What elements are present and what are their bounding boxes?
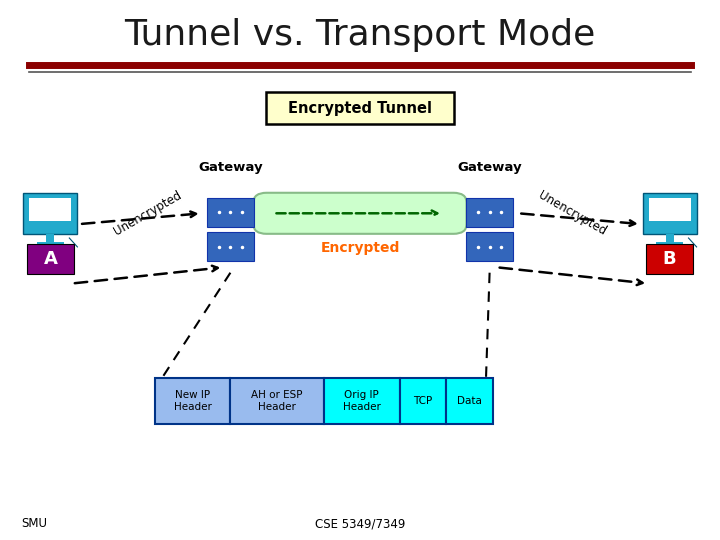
- Text: Orig IP
Header: Orig IP Header: [343, 390, 381, 411]
- FancyBboxPatch shape: [656, 242, 683, 246]
- Text: Encrypted Tunnel: Encrypted Tunnel: [288, 100, 432, 116]
- Text: B: B: [663, 250, 676, 268]
- FancyBboxPatch shape: [324, 378, 400, 424]
- FancyBboxPatch shape: [647, 245, 693, 274]
- Text: Gateway: Gateway: [198, 161, 263, 174]
- Text: New IP
Header: New IP Header: [174, 390, 212, 411]
- FancyBboxPatch shape: [30, 198, 71, 221]
- Text: CSE 5349/7349: CSE 5349/7349: [315, 517, 405, 530]
- Text: Unencrypted: Unencrypted: [112, 188, 184, 238]
- FancyBboxPatch shape: [37, 242, 64, 246]
- FancyBboxPatch shape: [24, 193, 78, 233]
- Text: Encrypted: Encrypted: [320, 241, 400, 255]
- FancyBboxPatch shape: [467, 232, 513, 261]
- FancyBboxPatch shape: [27, 245, 74, 274]
- Text: Data: Data: [457, 396, 482, 406]
- Text: TCP: TCP: [413, 396, 433, 406]
- FancyBboxPatch shape: [446, 378, 493, 424]
- FancyBboxPatch shape: [643, 193, 697, 233]
- FancyBboxPatch shape: [207, 232, 253, 261]
- Text: SMU: SMU: [22, 517, 48, 530]
- FancyBboxPatch shape: [207, 198, 253, 227]
- FancyBboxPatch shape: [400, 378, 446, 424]
- Text: Unencrypted: Unencrypted: [536, 188, 608, 238]
- Text: A: A: [43, 250, 58, 268]
- FancyBboxPatch shape: [467, 198, 513, 227]
- Text: Gateway: Gateway: [457, 161, 522, 174]
- FancyBboxPatch shape: [665, 233, 674, 242]
- FancyBboxPatch shape: [155, 378, 230, 424]
- FancyBboxPatch shape: [649, 198, 690, 221]
- Text: AH or ESP
Header: AH or ESP Header: [251, 390, 303, 411]
- FancyBboxPatch shape: [230, 378, 324, 424]
- FancyBboxPatch shape: [253, 193, 467, 234]
- Text: Tunnel vs. Transport Mode: Tunnel vs. Transport Mode: [125, 18, 595, 52]
- FancyBboxPatch shape: [46, 233, 55, 242]
- FancyBboxPatch shape: [266, 92, 454, 124]
